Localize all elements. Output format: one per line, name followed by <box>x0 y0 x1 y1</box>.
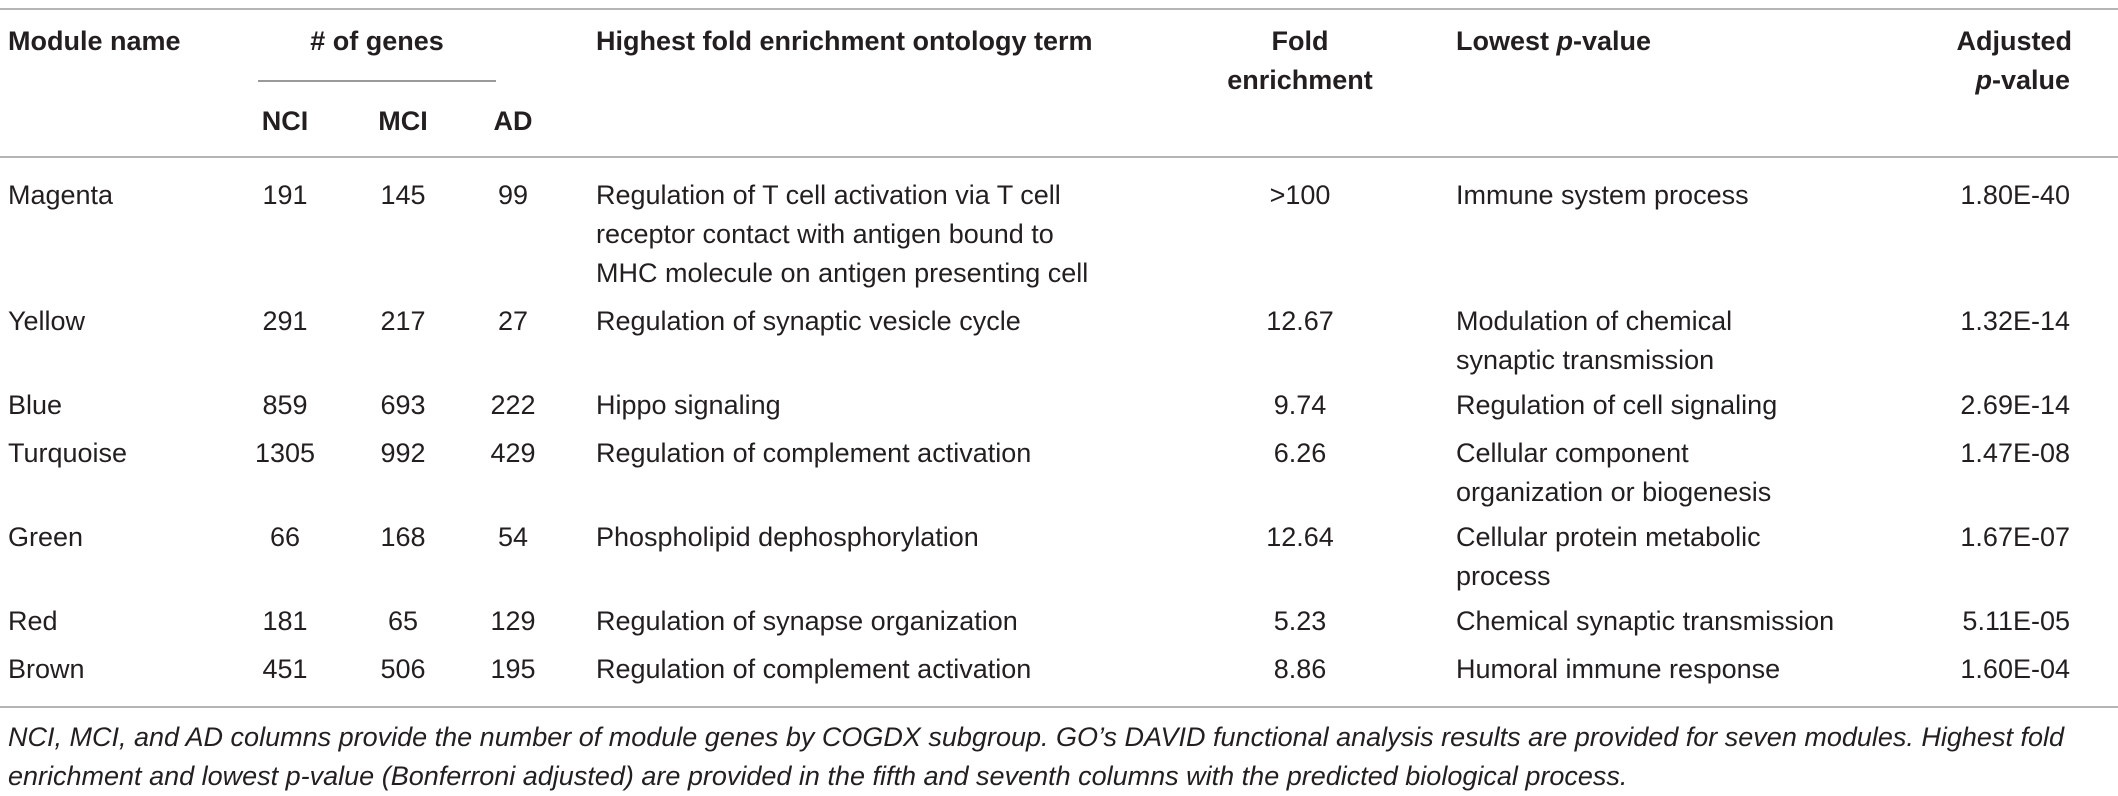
header-rule <box>0 156 2118 158</box>
cell-ad: 54 <box>497 522 529 552</box>
cell-ad: 429 <box>490 438 536 468</box>
header-fold-line2: enrichment <box>1227 65 1373 95</box>
cell-mci: 145 <box>380 180 426 210</box>
cell-ontology-term: receptor contact with antigen bound to <box>596 219 1054 249</box>
cell-ad: 222 <box>490 390 536 420</box>
cell-adjusted-pvalue: 5.11E-05 <box>1962 606 2070 636</box>
cell-mci: 65 <box>387 606 419 636</box>
cell-fold-enrichment: 6.26 <box>1273 438 1327 468</box>
cell-ad: 195 <box>490 654 536 684</box>
cell-fold-enrichment: 8.86 <box>1273 654 1327 684</box>
cell-ontology-term: Hippo signaling <box>596 390 781 420</box>
cell-adjusted-pvalue: 1.67E-07 <box>1960 522 2070 552</box>
cell-ontology-term: Regulation of synaptic vesicle cycle <box>596 306 1021 336</box>
cell-fold-enrichment: 9.74 <box>1273 390 1327 420</box>
cell-process: Modulation of chemical <box>1456 306 1733 336</box>
cell-mci: 217 <box>380 306 426 336</box>
cell-mci: 992 <box>380 438 426 468</box>
genes-group-rule <box>258 80 496 82</box>
cell-module: Magenta <box>8 180 114 210</box>
cell-ontology-term: Phospholipid dephosphorylation <box>596 522 979 552</box>
header-mci: MCI <box>378 106 428 136</box>
cell-module: Turquoise <box>8 438 128 468</box>
header-fold-line1: Fold <box>1271 26 1329 56</box>
cell-ad: 99 <box>497 180 529 210</box>
cell-module: Yellow <box>8 306 86 336</box>
cell-adjusted-pvalue: 1.32E-14 <box>1960 306 2070 336</box>
cell-module: Brown <box>8 654 85 684</box>
cell-ontology-term: Regulation of complement activation <box>596 654 1032 684</box>
cell-ontology-term: MHC molecule on antigen presenting cell <box>596 258 1089 288</box>
cell-adjusted-pvalue: 2.69E-14 <box>1960 390 2070 420</box>
cell-fold-enrichment: >100 <box>1269 180 1331 210</box>
cell-nci: 859 <box>262 390 308 420</box>
cell-nci: 291 <box>262 306 308 336</box>
cell-fold-enrichment: 12.64 <box>1266 522 1334 552</box>
header-adjusted-line1: Adjusted <box>1956 26 2072 56</box>
cell-process: Regulation of cell signaling <box>1456 390 1778 420</box>
cell-mci: 168 <box>380 522 426 552</box>
cell-nci: 181 <box>262 606 308 636</box>
cell-adjusted-pvalue: 1.80E-40 <box>1960 180 2070 210</box>
table-footnote: NCI, MCI, and AD columns provide the num… <box>8 722 2064 791</box>
cell-ontology-term: Regulation of T cell activation via T ce… <box>596 180 1061 210</box>
cell-ontology-term: Regulation of complement activation <box>596 438 1032 468</box>
cell-adjusted-pvalue: 1.60E-04 <box>1960 654 2070 684</box>
header-genes-group: # of genes <box>310 26 444 56</box>
cell-process: organization or biogenesis <box>1456 477 1772 507</box>
top-rule <box>0 8 2118 10</box>
cell-process: Cellular protein metabolic <box>1456 522 1761 552</box>
header-nci: NCI <box>261 106 309 136</box>
cell-process: Cellular component <box>1456 438 1689 468</box>
header-adjusted-line2: p-value <box>1975 65 2070 95</box>
header-ad: AD <box>493 106 533 136</box>
cell-nci: 1305 <box>254 438 316 468</box>
cell-nci: 451 <box>262 654 308 684</box>
header-module-name: Module name <box>8 26 181 56</box>
cell-module: Green <box>8 522 84 552</box>
cell-fold-enrichment: 5.23 <box>1273 606 1327 636</box>
header-lowest-pvalue: Lowest p-value <box>1456 26 1652 56</box>
cell-ontology-term: Regulation of synapse organization <box>596 606 1018 636</box>
cell-process: Immune system process <box>1456 180 1749 210</box>
cell-mci: 693 <box>380 390 426 420</box>
cell-ad: 129 <box>490 606 536 636</box>
cell-process: Chemical synaptic transmission <box>1456 606 1835 636</box>
cell-fold-enrichment: 12.67 <box>1266 306 1334 336</box>
cell-nci: 66 <box>269 522 301 552</box>
cell-module: Red <box>8 606 58 636</box>
cell-nci: 191 <box>262 180 308 210</box>
cell-process: Humoral immune response <box>1456 654 1781 684</box>
cell-module: Blue <box>8 390 63 420</box>
cell-ad: 27 <box>497 306 529 336</box>
bottom-rule <box>0 706 2118 708</box>
cell-process: process <box>1456 561 1551 591</box>
cell-process: synaptic transmission <box>1456 345 1715 375</box>
header-highest-term: Highest fold enrichment ontology term <box>596 26 1093 56</box>
cell-adjusted-pvalue: 1.47E-08 <box>1960 438 2070 468</box>
cell-mci: 506 <box>380 654 426 684</box>
